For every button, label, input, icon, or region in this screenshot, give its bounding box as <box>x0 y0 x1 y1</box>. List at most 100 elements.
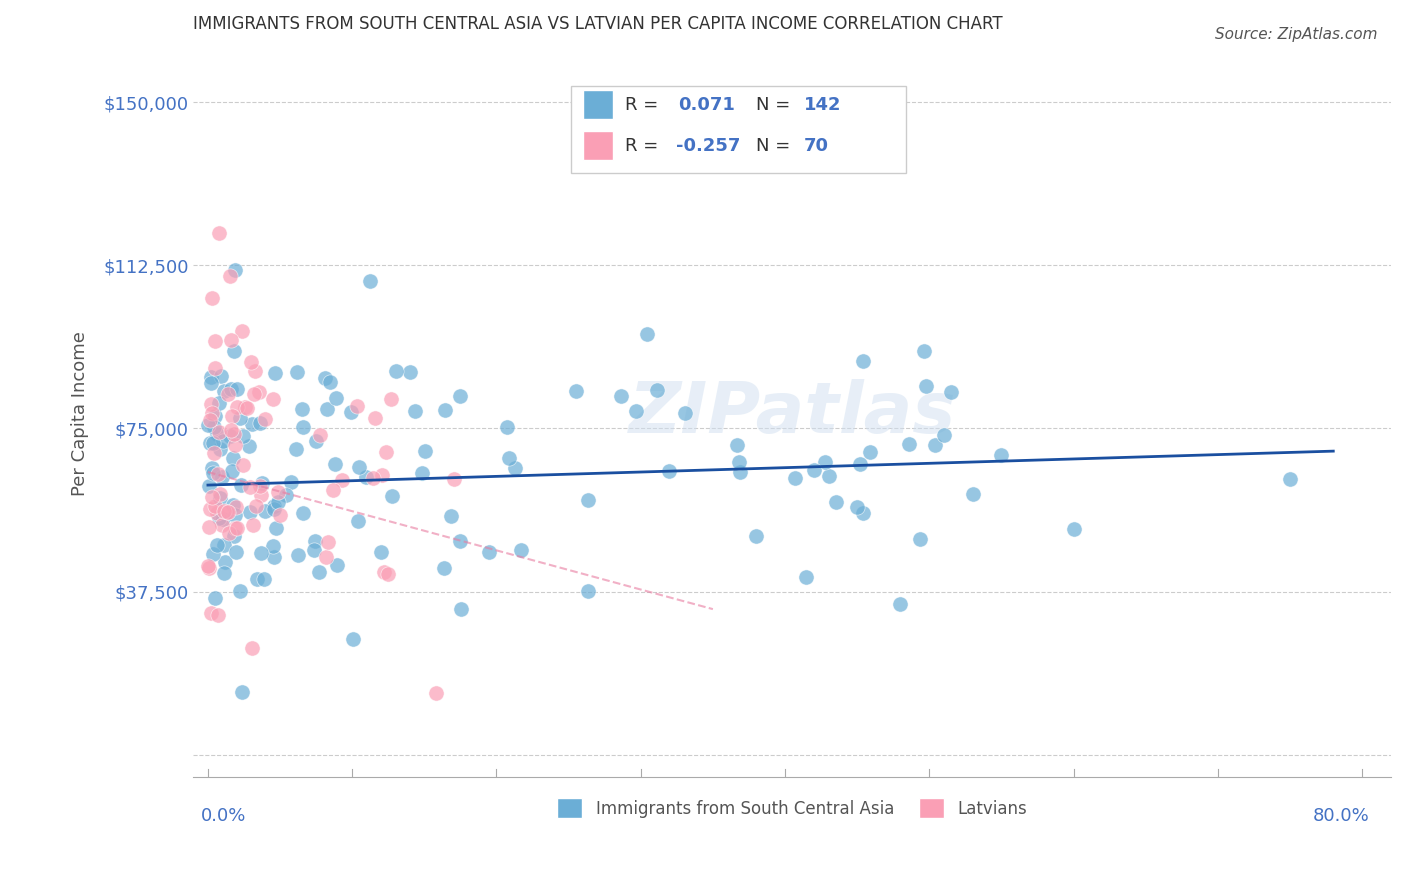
Point <box>217 387 239 401</box>
Point <box>226 521 249 535</box>
Point <box>645 383 668 397</box>
Point <box>200 396 222 410</box>
Point <box>380 392 402 406</box>
Point <box>200 606 222 620</box>
Point <box>449 533 471 548</box>
Point <box>212 538 235 552</box>
Text: R =: R = <box>624 136 664 155</box>
Point <box>578 493 600 508</box>
Point <box>285 442 308 457</box>
Point <box>725 438 748 452</box>
Text: 70: 70 <box>804 136 830 155</box>
Point <box>200 369 222 384</box>
Point <box>304 542 326 557</box>
Point <box>217 504 239 518</box>
Point <box>322 483 344 497</box>
Point <box>224 263 246 277</box>
Point <box>673 406 696 420</box>
Point <box>246 573 269 587</box>
Point <box>626 404 648 418</box>
Point <box>377 567 399 582</box>
Point <box>208 487 231 501</box>
Point <box>1279 472 1302 486</box>
Point <box>254 412 277 426</box>
Point <box>851 354 873 368</box>
Point <box>229 584 252 599</box>
Point <box>1063 522 1085 536</box>
Point <box>211 469 233 483</box>
Point <box>263 549 285 564</box>
Point <box>495 419 517 434</box>
Point <box>912 343 935 358</box>
Point <box>240 417 263 431</box>
Point <box>411 466 433 480</box>
Text: ZIPatlas: ZIPatlas <box>628 379 956 448</box>
Point <box>245 500 267 514</box>
Point <box>330 473 353 487</box>
Point <box>209 368 232 383</box>
Point <box>932 428 955 442</box>
Point <box>287 548 309 562</box>
Point <box>267 494 290 508</box>
Point <box>225 383 247 397</box>
Text: 142: 142 <box>804 95 842 114</box>
Point <box>250 476 273 491</box>
Point <box>201 547 224 561</box>
Point <box>609 389 631 403</box>
Point <box>728 465 751 479</box>
Point <box>450 601 472 615</box>
Point <box>908 532 931 546</box>
Point <box>373 565 395 579</box>
Point <box>209 491 232 505</box>
Point <box>238 439 260 453</box>
Point <box>239 480 262 494</box>
Point <box>440 509 463 524</box>
Point <box>381 489 404 503</box>
Point <box>897 437 920 451</box>
Point <box>404 403 426 417</box>
Point <box>212 566 235 581</box>
Point <box>325 391 347 405</box>
Point <box>232 428 254 442</box>
Point <box>218 269 240 284</box>
Point <box>207 467 229 481</box>
Text: 0.0%: 0.0% <box>201 807 246 825</box>
Point <box>924 438 946 452</box>
Point <box>232 458 254 473</box>
Point <box>291 401 314 416</box>
Point <box>225 400 247 414</box>
Point <box>239 355 262 369</box>
Point <box>211 518 233 533</box>
Point <box>202 420 225 434</box>
Point <box>498 450 520 465</box>
Point <box>939 384 962 399</box>
Point <box>208 425 231 439</box>
Point <box>208 395 231 409</box>
Point <box>478 545 501 559</box>
Point <box>326 558 349 573</box>
Point <box>803 463 825 477</box>
Point <box>214 555 236 569</box>
Point <box>434 402 457 417</box>
Point <box>211 511 233 525</box>
Y-axis label: Per Capita Income: Per Capita Income <box>72 331 89 496</box>
Point <box>204 409 226 424</box>
Point <box>449 389 471 403</box>
Point <box>262 539 284 553</box>
Point <box>198 520 221 534</box>
Point <box>263 499 285 513</box>
Point <box>221 409 243 423</box>
Point <box>846 500 869 515</box>
Point <box>224 508 246 522</box>
Point <box>266 484 288 499</box>
Point <box>225 500 247 515</box>
FancyBboxPatch shape <box>571 87 905 173</box>
Point <box>219 333 242 347</box>
Point <box>239 505 262 519</box>
Point <box>889 597 911 611</box>
Point <box>825 494 848 508</box>
Point <box>231 685 253 699</box>
Point <box>264 366 287 380</box>
Point <box>224 426 246 441</box>
Point <box>207 608 229 623</box>
